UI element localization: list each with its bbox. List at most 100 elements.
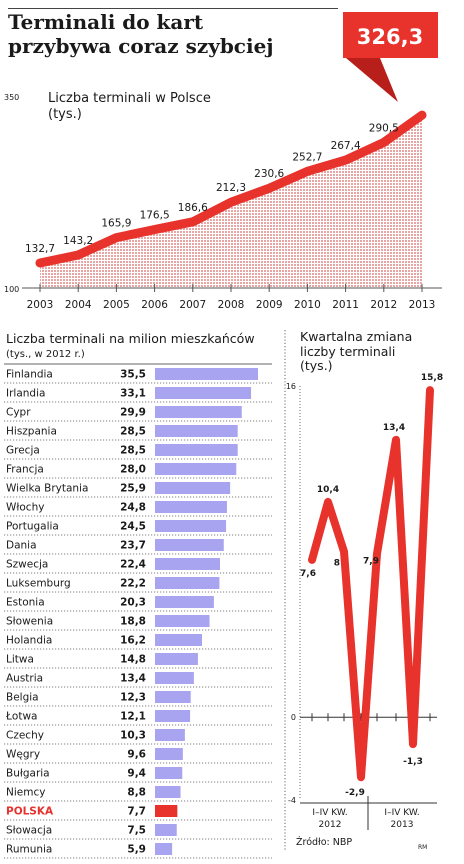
chart-terminals-per-million: Liczba terminali na milion mieszkańców (… — [4, 331, 272, 859]
area-x-tick-label: 2006 — [141, 299, 168, 311]
bar — [155, 368, 258, 380]
bar-value-label: 16,2 — [120, 635, 146, 647]
area-x-tick-label: 2013 — [409, 299, 436, 311]
highlight-badge: 326,3 — [343, 12, 438, 102]
line-chart-title-1: Kwartalna zmiana — [300, 329, 412, 344]
line-value-label: 10,4 — [317, 485, 339, 495]
line-y-tick-label: 0 — [291, 713, 296, 722]
bar-value-label: 28,5 — [120, 445, 146, 457]
bar-value-label: 8,8 — [127, 787, 146, 799]
bar-value-label: 7,7 — [127, 806, 146, 818]
source-note: Źródło: NBP — [296, 836, 352, 848]
area-value-label: 186,6 — [178, 202, 208, 214]
badge-value: 326,3 — [357, 25, 423, 49]
line-y-tick-label: 16 — [286, 382, 296, 391]
bar — [155, 786, 181, 798]
bar-value-label: 29,9 — [120, 407, 146, 419]
line-chart-title-2: liczby terminali — [300, 344, 395, 359]
bar-value-label: 25,9 — [120, 483, 146, 495]
bar-value-label: 18,8 — [120, 616, 146, 628]
line-value-label: -2,9 — [345, 788, 365, 798]
bar — [155, 387, 252, 399]
bar-value-label: 35,5 — [120, 369, 146, 381]
area-x-tick-label: 2003 — [27, 299, 54, 311]
bar-value-label: 33,1 — [120, 388, 146, 400]
area-x-tick-label: 2004 — [65, 299, 92, 311]
bar-category-label: Szwecja — [6, 559, 48, 571]
bar — [155, 577, 220, 589]
headline-line-2: przybywa coraz szybciej — [8, 34, 274, 58]
area-series-line — [35, 110, 427, 268]
bar-value-label: 12,3 — [120, 692, 146, 704]
area-x-tick-label: 2009 — [256, 299, 283, 311]
headline-line-1: Terminali do kart — [8, 10, 204, 34]
bar-value-label: 22,2 — [120, 578, 146, 590]
bar — [155, 691, 191, 703]
area-value-label: 267,4 — [331, 140, 361, 152]
bar-category-label: Dania — [6, 540, 37, 552]
bar-value-label: 28,0 — [120, 464, 146, 476]
bar-category-label: Irlandia — [6, 388, 45, 400]
area-ytick-max: 350 — [4, 93, 19, 102]
area-value-label: 132,7 — [25, 243, 55, 255]
bar — [155, 482, 231, 494]
bar-category-label: Portugalia — [6, 521, 59, 533]
badge-tail — [346, 58, 398, 102]
bar — [155, 501, 227, 513]
bar-category-label: Luksemburg — [6, 578, 71, 590]
line-group-label: I–IV KW. — [312, 808, 347, 818]
bar — [155, 767, 183, 779]
bar-category-label: Łotwa — [5, 711, 37, 723]
bar-category-label: Słowacja — [6, 825, 52, 837]
area-value-label: 212,3 — [216, 182, 246, 194]
bar — [155, 520, 227, 532]
bar — [155, 748, 183, 760]
bar — [155, 425, 238, 437]
area-chart-title: Liczba terminali w Polsce — [48, 91, 211, 106]
line-y-tick-label: -4 — [288, 796, 296, 805]
bar-value-label: 22,4 — [120, 559, 146, 571]
bar-category-label: Wielka Brytania — [6, 483, 88, 495]
bar-category-label: Hiszpania — [6, 426, 57, 438]
bar-value-label: 14,8 — [120, 654, 146, 666]
bar-value-label: 24,8 — [120, 502, 146, 514]
bar-category-label: Litwa — [6, 654, 34, 666]
line-value-label: -1,3 — [403, 757, 423, 767]
headline: Terminali do kart przybywa coraz szybcie… — [8, 10, 338, 58]
line-group-label: I–IV KW. — [384, 808, 419, 818]
bar-value-label: 5,9 — [127, 844, 146, 856]
line-series — [308, 386, 434, 782]
bar — [155, 596, 214, 608]
area-x-tick-label: 2011 — [332, 299, 359, 311]
area-value-label: 230,6 — [254, 168, 284, 180]
line-chart-unit: (tys.) — [300, 358, 333, 373]
bar — [155, 805, 178, 817]
bar-value-label: 7,5 — [127, 825, 146, 837]
bar-category-label: Austria — [6, 673, 43, 685]
line-value-label: 15,8 — [421, 373, 443, 383]
area-fill — [40, 115, 422, 288]
bar — [155, 843, 173, 855]
bar-value-label: 20,3 — [120, 597, 146, 609]
area-x-tick-label: 2008 — [218, 299, 245, 311]
area-value-label: 252,7 — [292, 151, 322, 163]
bar-category-label: Włochy — [6, 502, 44, 514]
bar — [155, 672, 194, 684]
bar-value-label: 9,6 — [127, 749, 146, 761]
bar-category-label: Estonia — [6, 597, 45, 609]
bar — [155, 463, 237, 475]
line-value-label: 13,4 — [383, 423, 405, 433]
area-x-tick-label: 2007 — [179, 299, 206, 311]
bar-value-label: 12,1 — [120, 711, 146, 723]
bar-category-label: Grecja — [6, 445, 40, 457]
area-x-tick-label: 2012 — [370, 299, 397, 311]
area-value-label: 176,5 — [140, 210, 170, 222]
bar-category-label: Węgry — [6, 749, 40, 761]
bar-category-label: Słowenia — [6, 616, 53, 628]
bar-category-label: Niemcy — [6, 787, 45, 799]
bar-category-label: Czechy — [6, 730, 44, 742]
bar — [155, 444, 238, 456]
area-x-tick-label: 2010 — [294, 299, 321, 311]
bar — [155, 729, 185, 741]
